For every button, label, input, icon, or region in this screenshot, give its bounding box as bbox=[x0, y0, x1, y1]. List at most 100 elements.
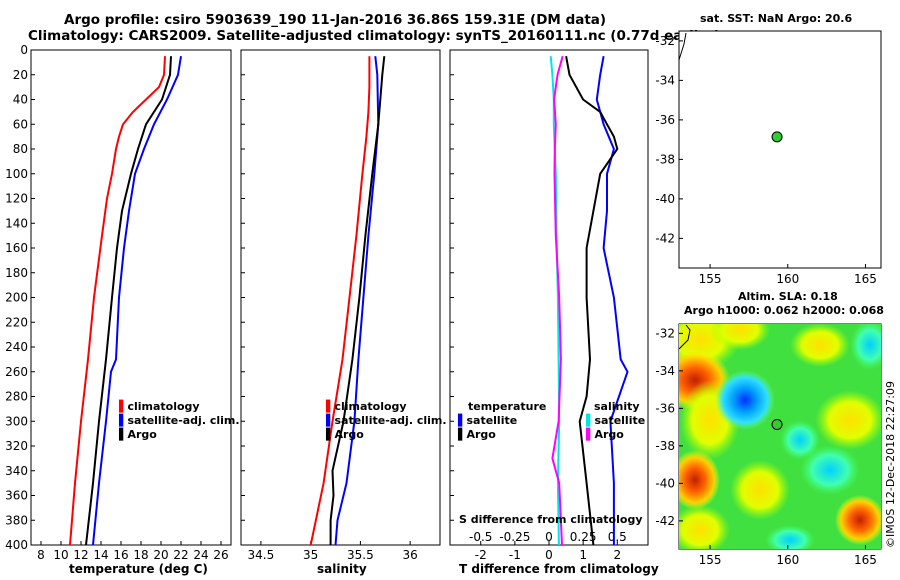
legend-item: ▌satellite-adj. clim. bbox=[119, 414, 240, 427]
map-x-tick-label: 155 bbox=[699, 553, 722, 567]
y-tick-label: 20 bbox=[13, 68, 28, 82]
legend-item: ▌Argo bbox=[326, 428, 364, 441]
x-tick-label: 20 bbox=[153, 548, 168, 562]
series-line-argo bbox=[85, 56, 172, 546]
x2-tick-label: 0 bbox=[545, 530, 553, 544]
x-tick-label: 35.5 bbox=[347, 548, 374, 562]
x-tick-label: 2 bbox=[613, 548, 621, 562]
legend-item: ▌climatology bbox=[326, 400, 407, 413]
legend-item: ▌satellite bbox=[458, 414, 518, 427]
y-tick-label: 260 bbox=[5, 365, 28, 379]
x-tick-label: 16 bbox=[113, 548, 128, 562]
map-y-tick-label: -40 bbox=[655, 476, 675, 490]
map-x-tick-label: 160 bbox=[776, 553, 799, 567]
y-tick-label: 360 bbox=[5, 489, 28, 503]
legend-item: ▌Argo bbox=[458, 428, 496, 441]
argo-position-marker bbox=[771, 419, 783, 430]
map-y-tick-label: -36 bbox=[655, 401, 675, 415]
x-tick-label: 35 bbox=[303, 548, 318, 562]
temperature-legend: ▌climatology ▌satellite-adj. clim. ▌Argo bbox=[119, 400, 240, 442]
x-tick-label: 22 bbox=[173, 548, 188, 562]
y-tick-label: 180 bbox=[5, 266, 28, 280]
y-tick-label: 0 bbox=[20, 43, 28, 57]
y-tick-label: 300 bbox=[5, 414, 28, 428]
map-y-tick-label: -38 bbox=[655, 439, 675, 453]
copyright-stamp: ©IMOS 12-Dec-2018 22:27:09 bbox=[884, 381, 897, 548]
legend-title: salinity bbox=[594, 400, 640, 413]
y-tick-label: 120 bbox=[5, 192, 28, 206]
x2-tick-label: 0.25 bbox=[570, 530, 597, 544]
salinity-legend: ▌climatology ▌satellite-adj. clim. ▌Argo bbox=[326, 400, 447, 442]
x-tick-label: 26 bbox=[213, 548, 228, 562]
map-x-tick-label: 155 bbox=[699, 272, 722, 286]
map-y-tick-label: -32 bbox=[655, 34, 675, 48]
y-tick-label: 140 bbox=[5, 216, 28, 230]
x-tick-label: 8 bbox=[37, 548, 45, 562]
salinity-xlabel: salinity bbox=[317, 562, 367, 576]
map-y-tick-label: -40 bbox=[655, 192, 675, 206]
x-tick-label: 18 bbox=[133, 548, 148, 562]
difference-legend-temperature: temperature ▌satellite ▌Argo bbox=[458, 400, 546, 442]
x-tick-label: -2 bbox=[475, 548, 487, 562]
y-tick-label: 80 bbox=[13, 142, 28, 156]
sla-coastline bbox=[678, 324, 691, 350]
x-tick-label: 34.5 bbox=[248, 548, 275, 562]
series-line-argo bbox=[329, 56, 386, 545]
title-line-2: Climatology: CARS2009. Satellite-adjuste… bbox=[28, 28, 721, 44]
difference-xlabel: T difference from climatology bbox=[459, 562, 659, 576]
x-tick-label: -1 bbox=[509, 548, 521, 562]
map-y-tick-label: -42 bbox=[655, 231, 675, 245]
map-y-tick-label: -36 bbox=[655, 113, 675, 127]
legend-item: ▌climatology bbox=[119, 400, 200, 413]
series-line-s-argo bbox=[551, 55, 564, 546]
x2-tick-label: -0.25 bbox=[499, 530, 530, 544]
y-tick-label: 40 bbox=[13, 93, 28, 107]
map-x-tick-label: 160 bbox=[776, 272, 799, 286]
map-y-tick-label: -32 bbox=[655, 326, 675, 340]
sst-map-axes bbox=[678, 30, 882, 269]
map-x-tick-label: 165 bbox=[854, 553, 877, 567]
title-line-1: Argo profile: csiro 5903639_190 11-Jan-2… bbox=[64, 12, 607, 28]
sst-map-title: sat. SST: NaN Argo: 20.6 bbox=[700, 12, 853, 25]
y-tick-label: 240 bbox=[5, 340, 28, 354]
legend-title: temperature bbox=[468, 400, 547, 413]
x-tick-label: 24 bbox=[193, 548, 208, 562]
sla-map-title: Altim. SLA: 0.18 bbox=[738, 290, 838, 303]
y-tick-label: 340 bbox=[5, 464, 28, 478]
difference-axes bbox=[449, 49, 649, 546]
legend-item: ▌Argo bbox=[119, 428, 157, 441]
y-tick-label: 60 bbox=[13, 117, 28, 131]
series-line-satellite-adj-clim- bbox=[334, 56, 380, 546]
legend-item: ▌satellite-adj. clim. bbox=[326, 414, 447, 427]
series-line-t-satellite bbox=[595, 56, 629, 545]
sla-map-subtitle: Argo h1000: 0.062 h2000: 0.068 bbox=[684, 304, 884, 317]
map-y-tick-label: -34 bbox=[655, 364, 675, 378]
series-line-climatology bbox=[69, 56, 166, 546]
y-tick-label: 280 bbox=[5, 390, 28, 404]
x-tick-label: 0 bbox=[545, 548, 553, 562]
y-tick-label: 160 bbox=[5, 241, 28, 255]
x-tick-label: 14 bbox=[93, 548, 108, 562]
difference-xlabel-salinity: S difference from climatology bbox=[459, 513, 643, 526]
series-line-climatology bbox=[309, 56, 371, 546]
legend-item: ▌satellite bbox=[586, 414, 646, 427]
temperature-xlabel: temperature (deg C) bbox=[69, 562, 208, 576]
y-tick-label: 200 bbox=[5, 291, 28, 305]
argo-position-marker bbox=[771, 131, 783, 143]
y-tick-label: 100 bbox=[5, 167, 28, 181]
map-y-tick-label: -38 bbox=[655, 152, 675, 166]
x-tick-label: 36 bbox=[403, 548, 418, 562]
y-tick-label: 400 bbox=[5, 538, 28, 552]
x-tick-label: 10 bbox=[53, 548, 68, 562]
salinity-axes bbox=[240, 49, 441, 546]
map-y-tick-label: -34 bbox=[655, 73, 675, 87]
x-tick-label: 1 bbox=[579, 548, 587, 562]
series-line-t-argo bbox=[565, 56, 619, 546]
sst-coastline bbox=[678, 32, 687, 61]
difference-legend-salinity: salinity ▌satellite ▌Argo bbox=[586, 400, 645, 442]
y-tick-label: 220 bbox=[5, 315, 28, 329]
legend-item: ▌Argo bbox=[586, 428, 624, 441]
x2-tick-label: -0.5 bbox=[469, 530, 492, 544]
x-tick-label: 12 bbox=[73, 548, 88, 562]
